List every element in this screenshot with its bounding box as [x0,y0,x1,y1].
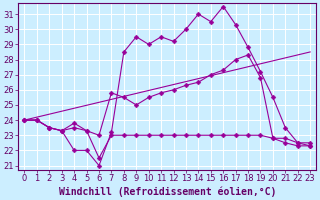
X-axis label: Windchill (Refroidissement éolien,°C): Windchill (Refroidissement éolien,°C) [59,186,276,197]
